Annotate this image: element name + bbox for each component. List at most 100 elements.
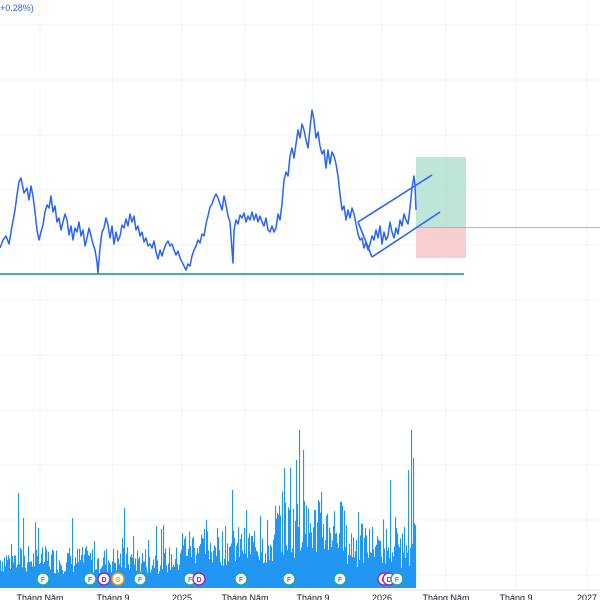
volume-bar <box>2 561 4 588</box>
volume-bar <box>72 518 74 588</box>
volume-bar <box>149 556 151 588</box>
event-marker-d[interactable]: D <box>97 572 111 586</box>
volume-bar <box>404 527 406 588</box>
volume-bar <box>371 553 373 588</box>
volume-bar <box>270 544 272 588</box>
volume-bar <box>266 562 268 588</box>
volume-bar <box>265 552 267 588</box>
volume-bar <box>52 549 54 588</box>
volume-bar <box>414 523 416 588</box>
volume-bar <box>311 532 313 588</box>
volume-bar <box>369 528 371 588</box>
volume-bar <box>189 531 191 588</box>
time-axis[interactable]: Tháng Năm Tháng 9 2025 Tháng Năm Tháng 9 2026… <box>0 589 600 600</box>
event-marker-f[interactable]: F <box>234 572 248 586</box>
volume-bar <box>303 450 305 588</box>
volume-bar <box>181 549 183 588</box>
volume-bar <box>1 570 3 588</box>
event-marker-d[interactable]: D <box>192 572 206 586</box>
volume-bar <box>57 569 59 588</box>
volume-bar <box>56 550 58 588</box>
volume-bar <box>376 544 378 588</box>
volume-bar <box>249 533 251 588</box>
volume-bar <box>206 520 208 588</box>
volume-bar <box>169 547 171 588</box>
volume-bar <box>62 570 64 588</box>
volume-bar <box>390 480 392 588</box>
event-marker-f[interactable]: F <box>390 572 404 586</box>
channel-upper-line[interactable] <box>357 174 433 223</box>
volume-bar <box>397 533 399 588</box>
volume-bar <box>300 550 302 588</box>
volume-bar <box>218 537 220 588</box>
volume-bar <box>374 556 376 588</box>
volume-bar <box>243 553 245 588</box>
volume-bar <box>302 541 304 588</box>
volume-bar <box>59 560 61 588</box>
volume-bar <box>255 547 257 588</box>
volume-bar <box>14 555 16 588</box>
volume-bar <box>217 528 219 588</box>
volume-bar <box>379 540 381 588</box>
volume-bar <box>276 518 278 588</box>
volume-bar <box>203 538 205 588</box>
volume-bar <box>280 515 282 588</box>
volume-bar <box>36 549 38 588</box>
channel-lower-line[interactable] <box>371 211 441 258</box>
volume-bar <box>174 566 176 588</box>
volume-bar <box>211 552 213 588</box>
volume-bar <box>262 538 264 588</box>
volume-bar <box>0 560 2 588</box>
legend-change: +0.28%) <box>0 3 34 13</box>
long-position-profit-zone[interactable] <box>416 157 466 227</box>
volume-bar <box>240 539 242 588</box>
volume-bar <box>98 557 100 588</box>
volume-bar <box>267 520 269 588</box>
volume-bar <box>30 561 32 588</box>
volume-bar <box>21 549 23 588</box>
volume-bar <box>76 563 78 588</box>
x-axis-label: Tháng 9 <box>499 593 532 600</box>
volume-bar <box>333 525 335 588</box>
volume-bar <box>221 565 223 588</box>
volume-bar <box>208 550 210 588</box>
volume-bar <box>158 573 160 588</box>
volume-bar <box>244 528 246 588</box>
volume-bar <box>350 555 352 588</box>
long-position-loss-zone[interactable] <box>416 228 466 258</box>
volume-bar <box>343 550 345 588</box>
volume-bar <box>196 554 198 588</box>
volume-bar <box>17 564 19 588</box>
volume-bar <box>224 558 226 588</box>
volume-bar <box>200 544 202 588</box>
volume-bar <box>388 547 390 588</box>
volume-bar <box>304 501 306 588</box>
volume-bar <box>46 549 48 588</box>
volume-bar <box>277 512 279 588</box>
volume-bar <box>94 541 96 588</box>
channel-connector-line[interactable] <box>357 221 373 258</box>
volume-bar <box>330 532 332 588</box>
event-marker-f[interactable]: F <box>36 572 50 586</box>
volume-bar <box>216 556 218 588</box>
volume-bar <box>33 553 35 588</box>
event-marker-f[interactable]: F <box>282 572 296 586</box>
volume-bar <box>295 520 297 588</box>
event-marker-f[interactable]: F <box>133 572 147 586</box>
event-marker-f[interactable]: F <box>83 572 97 586</box>
volume-bar <box>120 553 122 588</box>
event-marker-s[interactable]: S <box>111 572 125 586</box>
volume-bar <box>402 533 404 588</box>
volume-bar <box>35 522 37 588</box>
volume-bar <box>272 561 274 588</box>
volume-bar <box>213 550 215 588</box>
volume-bar <box>227 543 229 588</box>
event-marker-f[interactable]: F <box>333 572 347 586</box>
volume-bar <box>279 505 281 588</box>
event-markers[interactable]: FFDSFFDFFFCDF <box>36 572 404 586</box>
volume-bar <box>3 571 5 588</box>
volume-bar <box>190 546 192 588</box>
